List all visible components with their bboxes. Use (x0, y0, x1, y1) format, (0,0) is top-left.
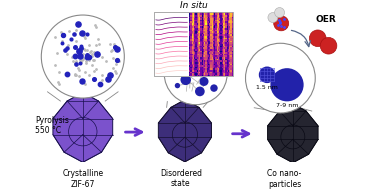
Circle shape (310, 30, 326, 46)
Circle shape (275, 8, 284, 18)
Polygon shape (53, 92, 113, 162)
Text: Co nano-
particles: Co nano- particles (268, 170, 302, 189)
Circle shape (259, 67, 275, 83)
Text: In situ: In situ (180, 1, 207, 10)
Text: Crystalline
ZIF-67: Crystalline ZIF-67 (62, 170, 103, 189)
Circle shape (200, 77, 208, 86)
Text: 1.5 nm: 1.5 nm (256, 85, 278, 90)
Text: OER: OER (315, 15, 337, 24)
Text: 7-9 nm: 7-9 nm (276, 103, 298, 108)
Text: Disordered
state: Disordered state (160, 169, 202, 188)
Circle shape (208, 66, 213, 72)
Polygon shape (158, 100, 211, 162)
Circle shape (268, 12, 278, 22)
Circle shape (320, 37, 337, 54)
Circle shape (41, 15, 124, 98)
Bar (154, 12, 233, 77)
Circle shape (245, 43, 315, 113)
Circle shape (274, 16, 289, 31)
Circle shape (186, 57, 197, 69)
Bar (154, 12, 233, 77)
Circle shape (164, 42, 227, 105)
Circle shape (180, 74, 191, 85)
Text: Pyrolysis
550 °C: Pyrolysis 550 °C (35, 116, 69, 135)
Circle shape (175, 61, 187, 72)
Polygon shape (268, 104, 318, 163)
Circle shape (175, 83, 180, 88)
Circle shape (199, 52, 212, 65)
Circle shape (270, 68, 304, 101)
Circle shape (195, 87, 205, 96)
Circle shape (210, 84, 218, 92)
